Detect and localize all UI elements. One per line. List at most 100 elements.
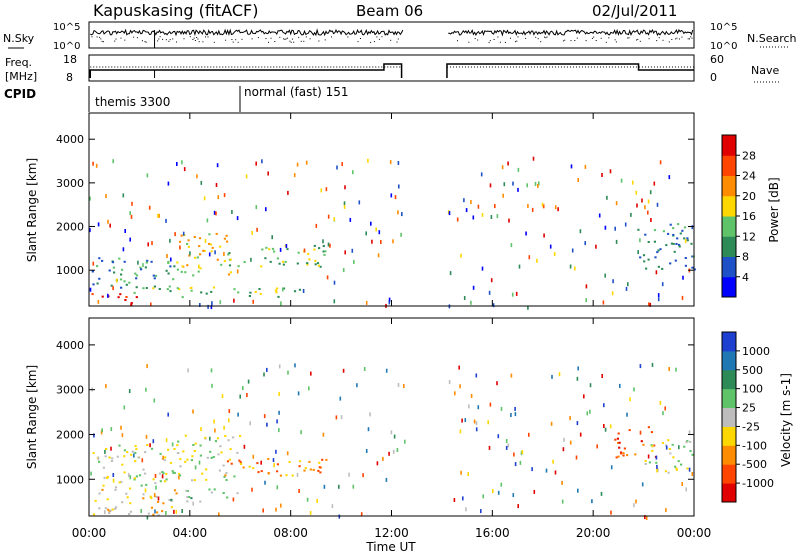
velocity-echo-cell (298, 465, 301, 468)
noise-search-dot (662, 39, 664, 41)
power-scatter-cell (503, 182, 506, 187)
velocity-scatter-cell (655, 455, 658, 460)
noise-search-dot (515, 41, 516, 43)
noise-search-dot (636, 39, 637, 41)
time-tick-label: 20:00 (576, 526, 611, 540)
power-scatter-cell (92, 161, 94, 166)
velocity-scatter-cell (551, 374, 553, 379)
noise-search-dot (608, 37, 610, 39)
velocity-colorbar-tick-label: -100 (742, 439, 767, 452)
velocity-echo-cell (239, 461, 242, 464)
noise-search-dot (390, 39, 392, 41)
power-echo-cell (691, 255, 694, 258)
velocity-echo-cell (661, 442, 665, 444)
power-echo-cell (178, 240, 182, 243)
power-echo-cell (669, 262, 672, 265)
velocity-scatter-cell (460, 470, 462, 475)
power-echo-cell (203, 250, 206, 252)
noise-search-dot (676, 37, 678, 39)
velocity-scatter-cell (470, 393, 473, 398)
velocity-echo-cell (176, 444, 179, 447)
power-echo-cell (180, 234, 183, 237)
noise-search-dot (546, 36, 548, 38)
power-scatter-cell (116, 278, 118, 283)
power-scatter-cell (615, 239, 618, 244)
velocity-scatter-cell (242, 386, 244, 391)
power-scatter-cell (625, 286, 628, 291)
power-echo-cell (139, 266, 142, 269)
noise-search-dot (285, 38, 287, 40)
power-scatter-cell (397, 210, 399, 215)
velocity-scatter-cell (552, 459, 554, 464)
velocity-echo-cell (220, 451, 223, 454)
noise-search-dot (357, 41, 359, 43)
power-echo-cell (264, 257, 267, 260)
power-echo-cell (645, 267, 648, 270)
velocity-scatter-cell (338, 514, 341, 519)
power-scatter-cell (182, 231, 185, 236)
power-scatter-cell (501, 165, 504, 170)
power-echo-cell (165, 269, 168, 272)
velocity-echo-cell (212, 456, 215, 458)
velocity-scatter-cell (629, 397, 631, 402)
noise-search-dot (115, 38, 117, 40)
noise-search-dot (562, 40, 564, 42)
velocity-echo-cell (142, 468, 145, 471)
velocity-scatter-cell (688, 467, 691, 472)
velocity-echo-cell (156, 511, 159, 514)
power-echo-cell (223, 237, 226, 240)
power-echo-cell (92, 283, 95, 286)
power-echo-cell (683, 226, 687, 229)
velocity-scatter-cell (123, 405, 126, 410)
power-echo-cell (186, 264, 189, 267)
velocity-echo-cell (672, 456, 675, 459)
velocity-echo-cell (226, 460, 230, 463)
power-scatter-cell (569, 264, 572, 269)
power-echo-cell (96, 265, 99, 268)
power-echo-cell (693, 268, 696, 271)
power-scatter-cell (490, 215, 493, 219)
power-echo-cell (672, 242, 675, 245)
power-echo-cell (678, 243, 681, 246)
power-scatter-cell (353, 259, 355, 264)
power-scatter-cell (470, 300, 472, 305)
power-scatter-cell (574, 266, 576, 271)
velocity-echo-cell (186, 490, 189, 492)
power-echo-cell (642, 254, 646, 257)
power-scatter-cell (502, 193, 504, 198)
power-scatter-cell (620, 178, 623, 183)
velocity-echo-cell (123, 449, 126, 452)
time-tick-label: 04:00 (173, 526, 208, 540)
velocity-scatter-cell (356, 383, 358, 388)
noise-search-dot (687, 38, 689, 40)
power-echo-cell (176, 268, 179, 271)
velocity-scatter-cell (213, 419, 215, 424)
power-echo-cell (133, 291, 136, 294)
power-scatter-cell (215, 211, 217, 216)
power-echo-cell (190, 289, 193, 292)
power-scatter-cell (211, 301, 213, 306)
velocity-echo-cell (190, 459, 193, 462)
power-colorbar-tick-label: 4 (742, 271, 749, 284)
power-scatter-cell (122, 193, 125, 198)
power-scatter-cell (636, 203, 638, 208)
velocity-scatter-cell (507, 443, 510, 448)
noise-search-dot (197, 38, 199, 40)
noise-left-tick-top: 10^5 (53, 22, 80, 33)
power-scatter-cell (648, 302, 650, 307)
power-scatter-cell (456, 217, 459, 222)
velocity-scatter-cell (510, 413, 512, 417)
velocity-scatter-cell (521, 450, 524, 455)
power-echo-cell (678, 245, 681, 248)
velocity-echo-cell (108, 456, 111, 459)
power-echo-cell (121, 268, 124, 271)
power-scatter-cell (527, 305, 529, 310)
power-echo-cell (681, 229, 684, 232)
power-echo-cell (184, 271, 187, 274)
power-echo-cell (113, 271, 116, 274)
power-scatter-cell (97, 222, 100, 227)
velocity-echo-cell (285, 474, 288, 477)
power-scatter-cell (352, 170, 354, 175)
velocity-scatter-cell (316, 498, 318, 503)
power-echo-cell (686, 239, 689, 242)
